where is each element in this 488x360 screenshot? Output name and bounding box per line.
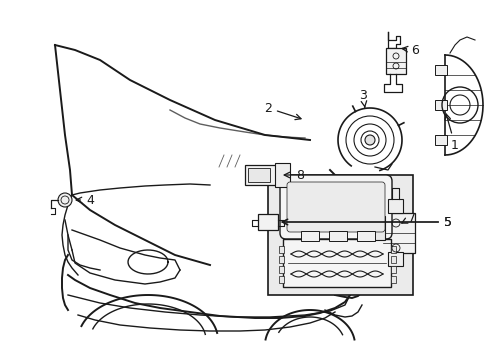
Bar (382, 213, 414, 253)
Text: 4: 4 (76, 194, 94, 207)
Bar (434, 65, 446, 75)
Bar (258, 214, 278, 230)
Bar (279, 246, 284, 253)
Bar (390, 276, 395, 283)
Bar (283, 239, 390, 287)
Bar (279, 256, 284, 263)
Bar (279, 266, 284, 273)
Bar (279, 276, 284, 283)
Text: 5: 5 (282, 216, 451, 229)
Bar (390, 246, 395, 253)
Bar (385, 48, 405, 74)
Text: 2: 2 (264, 102, 301, 120)
Text: 7: 7 (401, 212, 415, 225)
Circle shape (364, 135, 374, 145)
Bar (372, 216, 384, 240)
Bar (247, 168, 269, 182)
Bar (244, 165, 280, 185)
Bar (434, 135, 446, 145)
Bar (387, 199, 402, 213)
Circle shape (58, 193, 72, 207)
FancyBboxPatch shape (286, 182, 384, 232)
Bar (387, 252, 402, 266)
Bar (390, 266, 395, 273)
FancyBboxPatch shape (280, 175, 391, 239)
Bar (434, 100, 446, 110)
Bar (356, 231, 374, 241)
Bar (274, 163, 289, 187)
Text: 3: 3 (358, 89, 366, 107)
Bar (328, 231, 346, 241)
Bar (267, 175, 412, 295)
Text: 8: 8 (284, 168, 304, 181)
Text: 6: 6 (401, 44, 418, 57)
Text: 5: 5 (282, 216, 451, 229)
Text: 1: 1 (444, 114, 458, 152)
Bar (390, 256, 395, 263)
Bar (301, 231, 318, 241)
